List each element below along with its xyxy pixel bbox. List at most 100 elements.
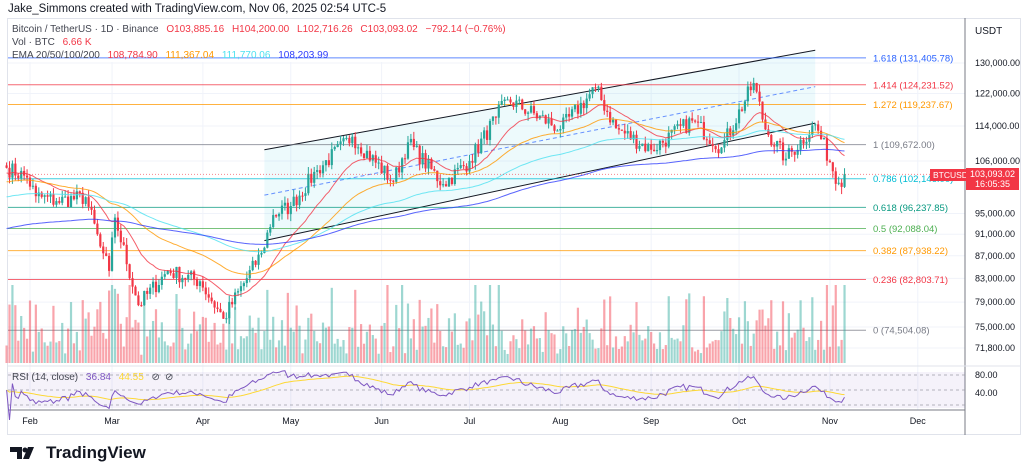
candle-body: [822, 138, 826, 140]
volume-bar: [667, 296, 670, 363]
volume-bar: [694, 351, 697, 363]
candle-body: [758, 91, 761, 102]
rsi-label[interactable]: RSI (14, close): [12, 372, 79, 383]
candle-body: [269, 227, 272, 233]
volume-bar: [658, 332, 662, 363]
ema-label[interactable]: EMA 20/50/100/200: [12, 50, 100, 61]
volume-bar: [357, 346, 360, 363]
volume-bar: [301, 353, 304, 363]
volume-bar: [298, 325, 301, 363]
volume-bar: [465, 321, 468, 363]
candle-body: [357, 147, 360, 149]
volume-bar: [231, 343, 234, 363]
candle-body: [565, 114, 568, 118]
candle-body: [708, 140, 711, 144]
candle-body: [799, 139, 802, 150]
candle-body: [298, 195, 301, 206]
volume-bar: [617, 348, 621, 363]
candle-body: [72, 196, 76, 200]
volume-bar: [568, 345, 571, 363]
volume-bar: [31, 351, 35, 363]
volume-bar: [547, 330, 550, 363]
volume-bar: [787, 313, 790, 363]
candle-body: [61, 196, 64, 203]
volume-bar: [427, 317, 430, 363]
candle-body: [149, 287, 152, 294]
volume-bar: [808, 337, 811, 363]
volume-bar: [740, 343, 744, 363]
ema50-line: [6, 118, 845, 275]
candle-body: [655, 150, 659, 152]
tradingview-logo-icon: [10, 447, 34, 459]
candle-body: [160, 276, 163, 285]
volume-bar: [834, 285, 837, 363]
chart-credit: Jake_Simmons created with TradingView.co…: [8, 3, 387, 15]
rsi-ma-line: [6, 375, 845, 401]
volume-bar: [588, 333, 591, 363]
candle-body: [696, 121, 700, 123]
candle-body: [843, 174, 846, 187]
candle-body: [471, 160, 474, 163]
volume-bar: [702, 296, 705, 363]
hide-icon[interactable]: ⊘: [151, 372, 160, 383]
volume-bar: [184, 349, 187, 363]
volume-bar: [796, 329, 799, 363]
volume-bar: [781, 301, 785, 363]
candle-body: [17, 175, 20, 179]
symbol-name[interactable]: Bitcoin / TetherUS · 1D · Binance: [12, 24, 159, 35]
candle-body: [128, 264, 131, 279]
tradingview-logo[interactable]: TradingView: [10, 443, 146, 463]
time-tick: Jul: [464, 416, 476, 426]
chart-frame[interactable]: [7, 18, 1021, 435]
volume-bar: [286, 292, 289, 363]
candle-body: [55, 201, 58, 205]
candle-body: [474, 144, 477, 163]
volume-bar: [318, 343, 322, 363]
hide-icon[interactable]: ⊘: [164, 372, 174, 383]
candle-body: [403, 158, 407, 160]
candle-body: [321, 165, 325, 174]
volume-bar: [75, 331, 78, 363]
candle-body: [283, 202, 287, 206]
volume-bar: [386, 285, 389, 363]
candle-body: [647, 144, 650, 152]
volume-bar: [210, 330, 213, 363]
volume-bar: [93, 326, 96, 363]
volume-bar: [538, 338, 541, 363]
volume-bar: [8, 304, 11, 363]
candle-body: [793, 151, 796, 155]
volume-bar: [573, 328, 577, 363]
candle-body: [313, 171, 316, 183]
candle-body: [755, 82, 758, 92]
volume-bar: [749, 345, 752, 363]
currency-label[interactable]: USDT: [975, 26, 1003, 37]
fib-level-label: 1 (109,672.00): [873, 140, 935, 151]
candle-body: [488, 120, 492, 140]
volume-bar: [359, 324, 363, 363]
candle-body: [840, 182, 843, 187]
candle-body: [834, 171, 837, 184]
volume-bar: [113, 288, 117, 363]
volume-bar: [365, 331, 369, 363]
volume-bar: [125, 317, 128, 363]
candle-body: [210, 297, 213, 302]
candle-body: [318, 170, 322, 174]
candle-body: [688, 118, 691, 133]
rsi-ma-value: 44.55: [118, 372, 144, 383]
candle-body: [629, 131, 632, 140]
candle-body: [752, 82, 755, 91]
volume-bar: [793, 332, 796, 363]
candle-body: [184, 277, 187, 280]
candle-body: [172, 273, 175, 278]
candle-body: [213, 301, 216, 308]
volume-bar: [673, 339, 676, 363]
volume-bar: [313, 330, 316, 363]
volume-bar: [480, 301, 483, 363]
volume-label[interactable]: Vol · BTC: [12, 37, 55, 48]
candle-body: [40, 192, 43, 197]
volume-bar: [831, 305, 834, 363]
volume-bar: [828, 346, 831, 363]
volume-bar: [351, 327, 354, 363]
volume-bar: [395, 304, 398, 363]
